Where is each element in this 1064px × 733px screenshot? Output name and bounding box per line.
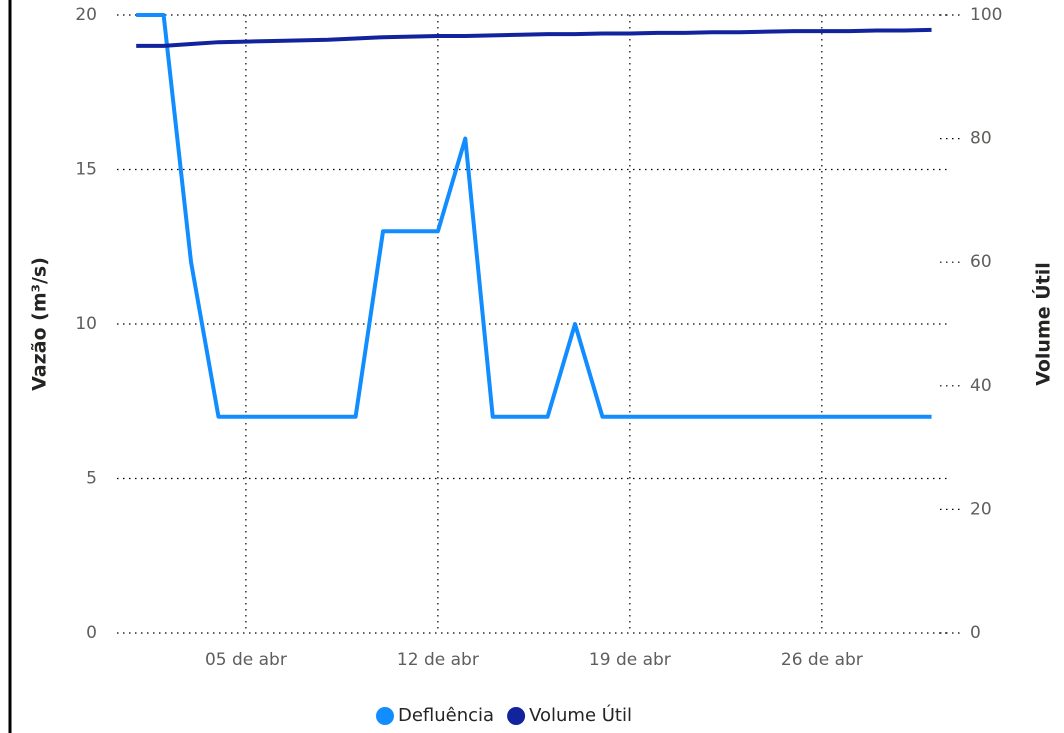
y-tick-label: 5 [86, 469, 97, 489]
y2-tick-label: 100 [970, 5, 1002, 25]
x-tick-label: 19 de abr [589, 650, 671, 670]
x-tick-label: 05 de abr [205, 650, 287, 670]
y2-axis-title: Volume Útil [1031, 262, 1055, 386]
legend-label: Defluência [398, 705, 494, 726]
y2-tick-label: 0 [970, 623, 981, 643]
y2-tick-label: 20 [970, 499, 992, 519]
y2-tick-label: 40 [970, 376, 992, 396]
y-tick-label: 0 [86, 623, 97, 643]
y2-tick-label: 60 [970, 252, 992, 272]
y-tick-label: 20 [75, 5, 97, 25]
y-tick-label: 15 [75, 160, 97, 180]
legend-label: Volume Útil [529, 704, 632, 726]
x-tick-label: 12 de abr [397, 650, 479, 670]
legend-marker [507, 707, 526, 725]
y-tick-label: 10 [75, 314, 97, 334]
series-line [136, 27, 932, 48]
series-line [136, 13, 932, 419]
y-axis-title: Vazão (m³/s) [29, 257, 51, 391]
y2-tick-label: 80 [970, 129, 992, 149]
x-tick-label: 26 de abr [781, 650, 863, 670]
legend-marker [376, 707, 394, 725]
